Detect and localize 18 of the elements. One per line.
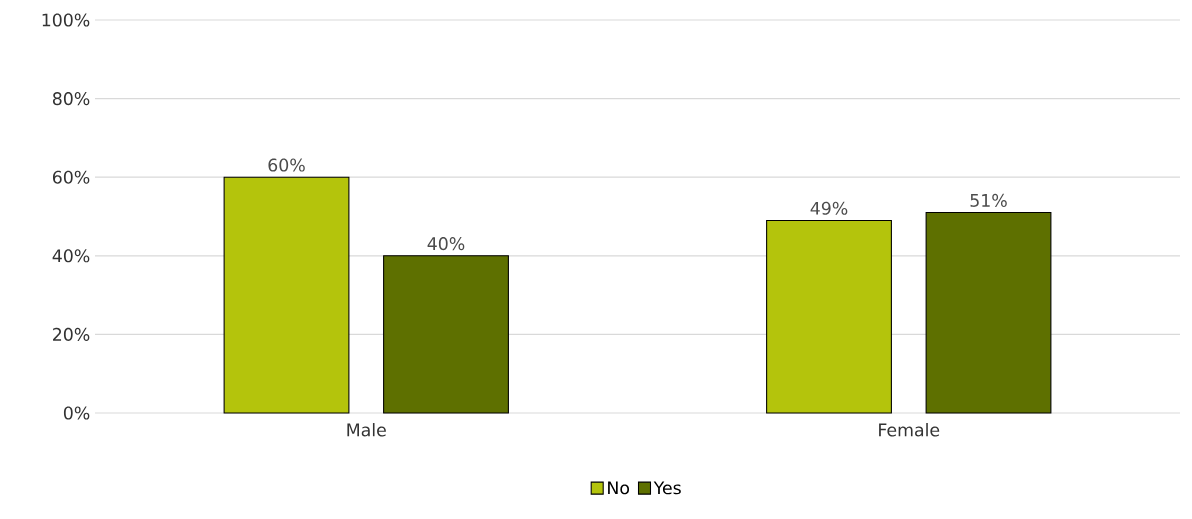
legend-label: No — [608, 481, 630, 495]
y-tick-label: 0% — [63, 406, 90, 420]
x-tick-label: Male — [347, 423, 386, 437]
y-tick-label: 40% — [52, 249, 90, 263]
data-label: 49% — [810, 201, 848, 215]
y-tick-label: 80% — [52, 92, 90, 106]
bar — [383, 255, 509, 414]
bar — [925, 212, 1052, 414]
bar — [766, 219, 892, 414]
data-label: 60% — [268, 158, 305, 172]
x-tick-label: Female — [879, 423, 940, 437]
bar — [223, 176, 350, 414]
legend-label: Yes — [653, 481, 681, 495]
y-tick-label: 100% — [42, 13, 90, 27]
y-tick-label: 20% — [53, 327, 90, 341]
data-label: 51% — [970, 193, 1007, 207]
y-tick-label: 60% — [52, 170, 90, 184]
data-label: 40% — [427, 237, 465, 251]
